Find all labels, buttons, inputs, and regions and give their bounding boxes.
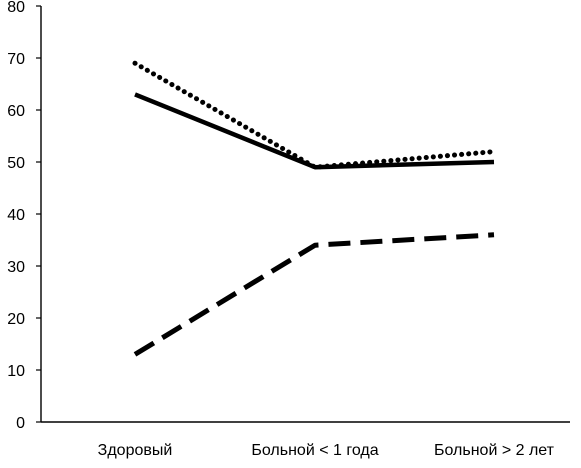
y-tick-label: 70 (7, 51, 25, 68)
y-tick-label: 60 (7, 103, 25, 120)
series-line-dotted (132, 60, 497, 170)
series-line-dashed (133, 232, 495, 357)
x-ticks: Здоровый Больной < 1 года Больной > 2 лет (98, 442, 555, 459)
x-tick-label: Здоровый (98, 442, 173, 459)
y-tick-label: 40 (7, 207, 25, 224)
series-lines (132, 60, 497, 357)
y-tick-label: 30 (7, 259, 25, 276)
axes (40, 6, 570, 423)
y-tick-label: 50 (7, 155, 25, 172)
y-tick-label: 20 (7, 311, 25, 328)
y-tick-label: 0 (16, 415, 25, 432)
x-tick-label: Больной < 1 года (251, 442, 378, 459)
y-tick-label: 80 (7, 0, 25, 16)
x-tick-label: Больной > 2 лет (434, 442, 555, 459)
y-ticks: 0 10 20 30 40 50 60 70 80 (7, 0, 41, 432)
y-tick-label: 10 (7, 363, 25, 380)
